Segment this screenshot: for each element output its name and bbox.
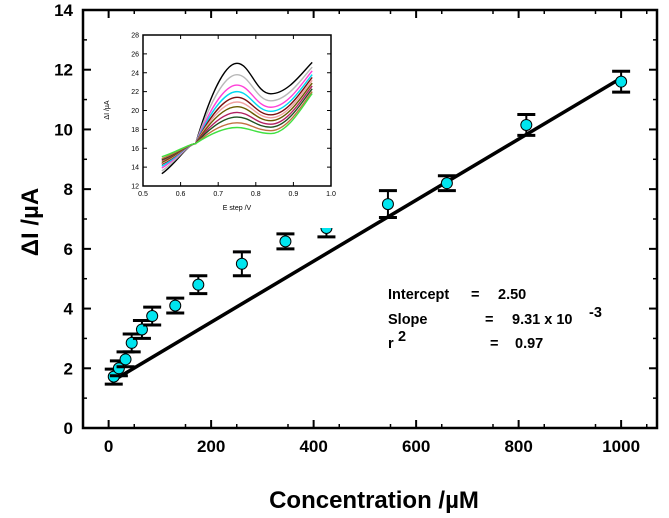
fit-line-layer — [110, 76, 623, 384]
y-tick-label: 2 — [64, 359, 73, 378]
inset-x-tick-label: 0.6 — [176, 191, 186, 198]
x-tick-label: 1000 — [602, 437, 640, 456]
inset-curve — [161, 93, 313, 158]
inset-y-tick-label: 14 — [131, 165, 139, 172]
regression-stats: Intercept = 2.50 Slope = 9.31 x 10 -3 r … — [388, 287, 602, 352]
intercept-eq: = — [471, 287, 479, 303]
inset-background — [126, 30, 336, 228]
y-tick-label: 6 — [64, 240, 73, 259]
r2-superscript: 2 — [398, 329, 406, 345]
inset-y-tick-label: 20 — [131, 108, 139, 115]
inset-x-axis-title: E step /V — [223, 205, 252, 212]
inset-y-tick-label: 18 — [131, 127, 139, 134]
inset-y-tick-label: 22 — [131, 89, 139, 96]
y-tick-label: 8 — [64, 180, 73, 199]
inset-axis-ticks — [142, 34, 332, 187]
slope-exponent: -3 — [589, 305, 602, 321]
inset-curves — [161, 61, 313, 175]
slope-label: Slope — [388, 312, 427, 328]
y-tick-label: 12 — [54, 61, 73, 80]
data-point — [235, 257, 248, 270]
inset-x-tick-label: 0.5 — [138, 191, 148, 198]
slope-value: 9.31 x 10 — [512, 312, 572, 328]
inset-tick-labels: 0.5 0.6 0.7 0.8 0.9 1.0 12 14 16 18 20 22 24 26 28 — [131, 33, 336, 199]
y-tick-label: 14 — [54, 1, 73, 20]
data-point — [192, 278, 205, 291]
x-axis-title: Concentration /µM — [269, 487, 479, 514]
data-point — [440, 177, 453, 190]
data-point — [169, 299, 182, 312]
data-point — [520, 118, 533, 131]
inset-y-tick-label: 24 — [131, 70, 139, 77]
main-axis-ticks — [82, 9, 657, 429]
y-tick-label: 10 — [54, 120, 73, 139]
y-tick-label: 4 — [64, 300, 74, 319]
data-point — [615, 75, 628, 88]
slope-eq: = — [485, 312, 493, 328]
intercept-label: Intercept — [388, 287, 449, 303]
fit-line — [110, 76, 623, 384]
inset-x-tick-label: 0.9 — [289, 191, 299, 198]
inset-y-tick-label: 28 — [131, 33, 139, 40]
data-point — [279, 235, 292, 248]
data-point — [119, 353, 132, 366]
data-point — [146, 310, 159, 323]
x-tick-label: 200 — [197, 437, 225, 456]
data-point — [381, 198, 394, 211]
x-tick-label: 800 — [504, 437, 532, 456]
x-tick-label: 600 — [402, 437, 430, 456]
inset-x-tick-label: 0.7 — [213, 191, 223, 198]
inset-y-tick-label: 16 — [131, 146, 139, 153]
y-tick-label: 0 — [64, 419, 73, 438]
inset-y-axis-title: ΔI /µA — [104, 100, 111, 120]
x-tick-label: 400 — [299, 437, 327, 456]
inset-x-tick-label: 0.8 — [251, 191, 261, 198]
data-point — [125, 336, 138, 349]
inset-y-tick-label: 12 — [131, 184, 139, 191]
inset-x-tick-label: 1.0 — [326, 191, 336, 198]
intercept-value: 2.50 — [498, 287, 526, 303]
r2-label: r — [388, 336, 394, 352]
inset-y-tick-label: 26 — [131, 51, 139, 58]
y-axis-title: ΔI /µA — [17, 188, 44, 256]
r2-value: 0.97 — [515, 336, 543, 352]
inset-chart: 0.5 0.6 0.7 0.8 0.9 1.0 12 14 16 18 20 22 24 26 28 E s… — [104, 30, 336, 228]
data-point — [135, 323, 148, 336]
x-tick-label: 0 — [104, 437, 113, 456]
r2-eq: = — [490, 336, 498, 352]
